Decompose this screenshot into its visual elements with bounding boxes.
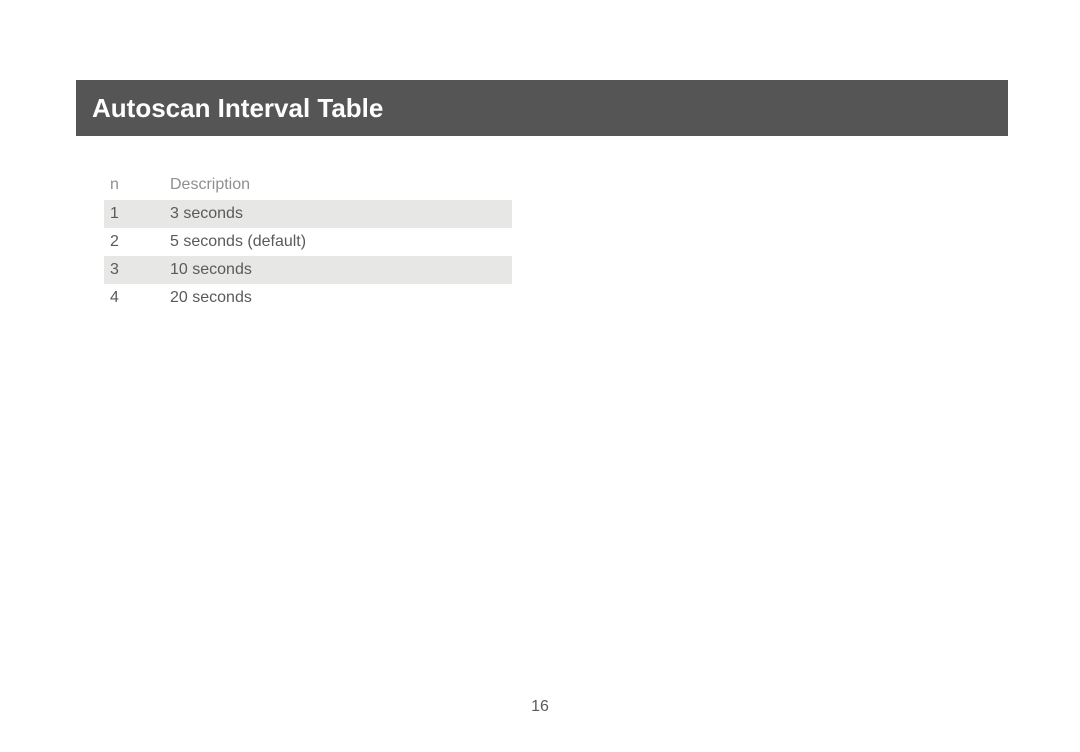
cell-desc: 5 seconds (default) [170, 233, 512, 251]
cell-n: 1 [110, 205, 170, 223]
table-header-n: n [110, 176, 170, 194]
title-bar: Autoscan Interval Table [76, 80, 1008, 136]
cell-desc: 3 seconds [170, 205, 512, 223]
cell-desc: 10 seconds [170, 261, 512, 279]
table-row: 1 3 seconds [104, 200, 512, 228]
table-row: 4 20 seconds [104, 284, 512, 312]
cell-n: 4 [110, 289, 170, 307]
page-title: Autoscan Interval Table [92, 93, 383, 124]
table-row: 3 10 seconds [104, 256, 512, 284]
cell-n: 2 [110, 233, 170, 251]
page-number: 16 [0, 698, 1080, 716]
cell-desc: 20 seconds [170, 289, 512, 307]
cell-n: 3 [110, 261, 170, 279]
table-header-desc: Description [170, 176, 512, 194]
interval-table: n Description 1 3 seconds 2 5 seconds (d… [104, 170, 512, 312]
table-row: 2 5 seconds (default) [104, 228, 512, 256]
table-header-row: n Description [104, 170, 512, 200]
